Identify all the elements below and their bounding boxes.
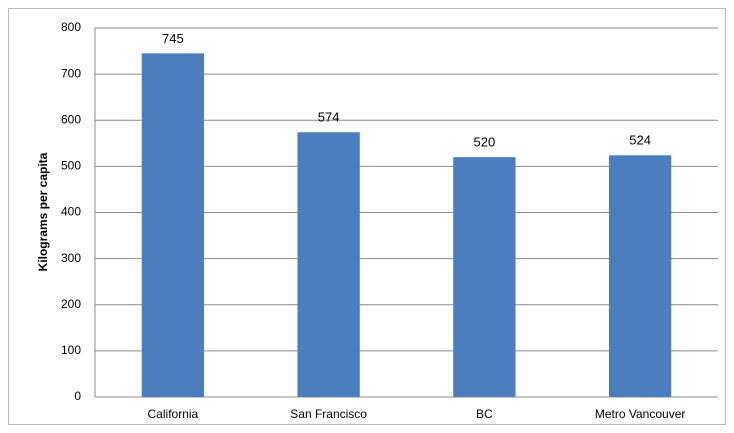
y-tick-label: 800 [61,20,81,34]
chart-frame [8,8,726,425]
y-tick-label: 100 [61,343,81,357]
y-tick-label: 700 [61,66,81,80]
y-tick-label: 500 [61,159,81,173]
data-label: 574 [318,110,340,125]
y-tick-label: 600 [61,112,81,126]
data-label: 520 [474,135,496,150]
x-tick-label: Metro Vancouver [595,407,686,421]
bar [453,157,516,397]
data-label: 745 [162,31,184,46]
y-tick-label: 0 [74,389,81,403]
bar [141,53,205,398]
bar [297,132,360,397]
x-tick-label: San Francisco [290,407,367,421]
bar [608,155,672,397]
y-tick-label: 300 [61,251,81,265]
x-tick-label: BC [476,407,493,421]
y-tick-label: 200 [61,297,81,311]
x-tick-label: California [148,407,199,421]
data-label: 524 [629,133,651,148]
y-axis-label: Kilograms per capita [36,152,50,271]
y-tick-label: 400 [61,205,81,219]
